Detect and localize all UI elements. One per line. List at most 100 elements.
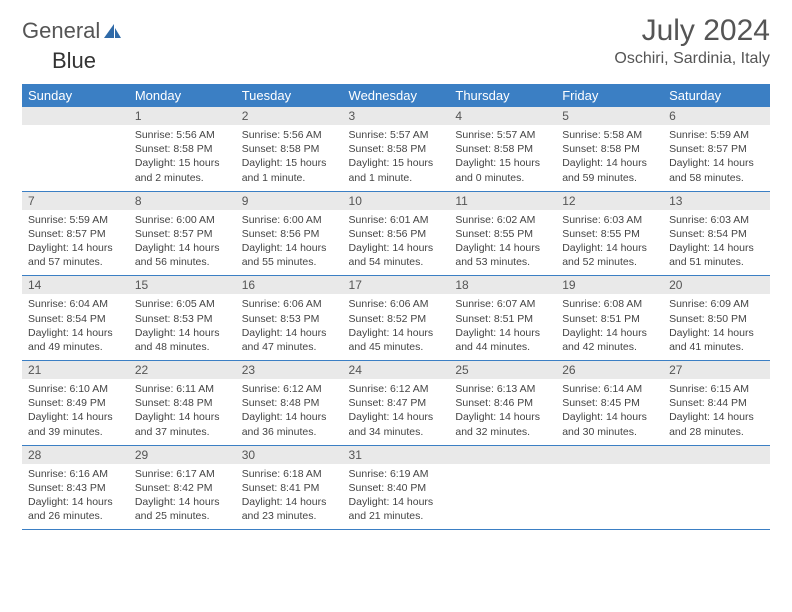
brand-sail-icon — [102, 22, 122, 40]
sunrise-line: Sunrise: 5:56 AM — [242, 128, 337, 142]
daylight-line: Daylight: 14 hours and 51 minutes. — [669, 241, 764, 269]
sunrise-value: 6:13 AM — [497, 383, 536, 395]
daylight-line: Daylight: 14 hours and 45 minutes. — [349, 326, 444, 354]
day-body: Sunrise: 6:09 AMSunset: 8:50 PMDaylight:… — [663, 294, 770, 360]
sunrise-value: 6:00 AM — [283, 214, 322, 226]
daylight-label: Daylight: — [242, 242, 286, 254]
sunrise-value: 6:07 AM — [497, 298, 536, 310]
sunrise-line: Sunrise: 6:08 AM — [562, 297, 657, 311]
day-number: 3 — [343, 107, 450, 125]
sunset-label: Sunset: — [28, 228, 67, 240]
calendar-day-cell: 31Sunrise: 6:19 AMSunset: 8:40 PMDayligh… — [343, 445, 450, 530]
sunset-value: 8:58 PM — [494, 143, 533, 155]
day-number: 15 — [129, 276, 236, 294]
sunrise-line: Sunrise: 6:15 AM — [669, 382, 764, 396]
sunrise-line: Sunrise: 6:00 AM — [242, 213, 337, 227]
daylight-line: Daylight: 14 hours and 30 minutes. — [562, 410, 657, 438]
daylight-line: Daylight: 14 hours and 37 minutes. — [135, 410, 230, 438]
sunrise-label: Sunrise: — [455, 298, 496, 310]
daylight-label: Daylight: — [455, 157, 499, 169]
day-body: Sunrise: 6:00 AMSunset: 8:56 PM Daylight:… — [236, 210, 343, 276]
calendar-week-row: 21Sunrise: 6:10 AMSunset: 8:49 PMDayligh… — [22, 361, 770, 446]
daylight-label: Daylight: — [28, 327, 72, 339]
sunrise-value: 6:15 AM — [711, 383, 750, 395]
day-body: Sunrise: 6:11 AMSunset: 8:48 PMDaylight:… — [129, 379, 236, 445]
sunrise-value: 5:56 AM — [283, 129, 322, 141]
sunrise-label: Sunrise: — [242, 129, 283, 141]
sunset-value: 8:54 PM — [708, 228, 747, 240]
dow-monday: Monday — [129, 84, 236, 107]
sunrise-line: Sunrise: 5:59 AM — [28, 213, 123, 227]
sunrise-value: 6:03 AM — [604, 214, 643, 226]
sunrise-line: Sunrise: 6:12 AM — [242, 382, 337, 396]
day-body: Sunrise: 5:59 AMSunset: 8:57 PMDaylight:… — [22, 210, 129, 276]
daylight-label: Daylight: — [242, 327, 286, 339]
sunset-label: Sunset: — [562, 228, 601, 240]
daylight-line: Daylight: 14 hours and 36 minutes. — [242, 410, 337, 438]
daylight-label: Daylight: — [242, 496, 286, 508]
calendar-day-cell: 24Sunrise: 6:12 AMSunset: 8:47 PMDayligh… — [343, 361, 450, 446]
sunset-line: Sunset: 8:54 PM — [669, 227, 764, 241]
calendar-day-cell: 2Sunrise: 5:56 AMSunset: 8:58 PMDaylight… — [236, 107, 343, 191]
daylight-line: Daylight: 14 hours and 34 minutes. — [349, 410, 444, 438]
sunset-label: Sunset: — [28, 397, 67, 409]
calendar-week-row: 14Sunrise: 6:04 AMSunset: 8:54 PMDayligh… — [22, 276, 770, 361]
calendar-week-row: 1Sunrise: 5:56 AMSunset: 8:58 PMDaylight… — [22, 107, 770, 191]
day-body: Sunrise: 6:02 AMSunset: 8:55 PMDaylight:… — [449, 210, 556, 276]
sunset-line: Sunset: 8:41 PM — [242, 481, 337, 495]
daylight-label: Daylight: — [242, 411, 286, 423]
calendar-day-cell: 25Sunrise: 6:13 AMSunset: 8:46 PMDayligh… — [449, 361, 556, 446]
sunrise-line: Sunrise: 5:57 AM — [455, 128, 550, 142]
sunset-label: Sunset: — [242, 228, 281, 240]
sunset-value: 8:44 PM — [708, 397, 747, 409]
day-number: 25 — [449, 361, 556, 379]
day-number: 21 — [22, 361, 129, 379]
sunset-label: Sunset: — [562, 143, 601, 155]
sunrise-line: Sunrise: 5:56 AM — [135, 128, 230, 142]
day-body: Sunrise: 6:04 AMSunset: 8:54 PMDaylight:… — [22, 294, 129, 360]
day-body: Sunrise: 6:05 AMSunset: 8:53 PMDaylight:… — [129, 294, 236, 360]
day-number: 2 — [236, 107, 343, 125]
daylight-label: Daylight: — [562, 242, 606, 254]
sunrise-line: Sunrise: 6:13 AM — [455, 382, 550, 396]
sunrise-label: Sunrise: — [135, 468, 176, 480]
sunset-line: Sunset: 8:47 PM — [349, 396, 444, 410]
sunset-line: Sunset: 8:43 PM — [28, 481, 123, 495]
day-body: Sunrise: 6:15 AMSunset: 8:44 PMDaylight:… — [663, 379, 770, 445]
sunset-line: Sunset: 8:49 PM — [28, 396, 123, 410]
sunset-value: 8:56 PM — [280, 228, 319, 240]
sunset-line: Sunset: 8:54 PM — [28, 312, 123, 326]
sunrise-line: Sunrise: 5:58 AM — [562, 128, 657, 142]
sunset-label: Sunset: — [455, 313, 494, 325]
calendar-day-cell: 11Sunrise: 6:02 AMSunset: 8:55 PMDayligh… — [449, 191, 556, 276]
sunset-line: Sunset: 8:58 PM — [562, 142, 657, 156]
sunset-value: 8:47 PM — [387, 397, 426, 409]
sunset-label: Sunset: — [349, 397, 388, 409]
dow-thursday: Thursday — [449, 84, 556, 107]
calendar-day-cell: 27Sunrise: 6:15 AMSunset: 8:44 PMDayligh… — [663, 361, 770, 446]
daylight-label: Daylight: — [349, 327, 393, 339]
sunset-label: Sunset: — [455, 228, 494, 240]
calendar-day-cell: 20Sunrise: 6:09 AMSunset: 8:50 PMDayligh… — [663, 276, 770, 361]
day-number: 6 — [663, 107, 770, 125]
day-number: 23 — [236, 361, 343, 379]
sunset-label: Sunset: — [28, 313, 67, 325]
calendar-day-cell: 21Sunrise: 6:10 AMSunset: 8:49 PMDayligh… — [22, 361, 129, 446]
sunrise-label: Sunrise: — [349, 468, 390, 480]
sunrise-label: Sunrise: — [562, 214, 603, 226]
day-body: Sunrise: 5:57 AMSunset: 8:58 PMDaylight:… — [343, 125, 450, 191]
calendar-day-cell: 6Sunrise: 5:59 AMSunset: 8:57 PMDaylight… — [663, 107, 770, 191]
sunrise-line: Sunrise: 6:04 AM — [28, 297, 123, 311]
sunset-value: 8:48 PM — [173, 397, 212, 409]
sunset-label: Sunset: — [349, 228, 388, 240]
sunrise-label: Sunrise: — [28, 468, 69, 480]
sunset-line: Sunset: 8:58 PM — [349, 142, 444, 156]
dow-saturday: Saturday — [663, 84, 770, 107]
sunrise-label: Sunrise: — [349, 298, 390, 310]
daylight-line: Daylight: 14 hours and 39 minutes. — [28, 410, 123, 438]
daylight-label: Daylight: — [349, 496, 393, 508]
sunrise-value: 6:04 AM — [69, 298, 108, 310]
sunrise-value: 5:57 AM — [497, 129, 536, 141]
daylight-label: Daylight: — [349, 411, 393, 423]
sunset-value: 8:52 PM — [387, 313, 426, 325]
